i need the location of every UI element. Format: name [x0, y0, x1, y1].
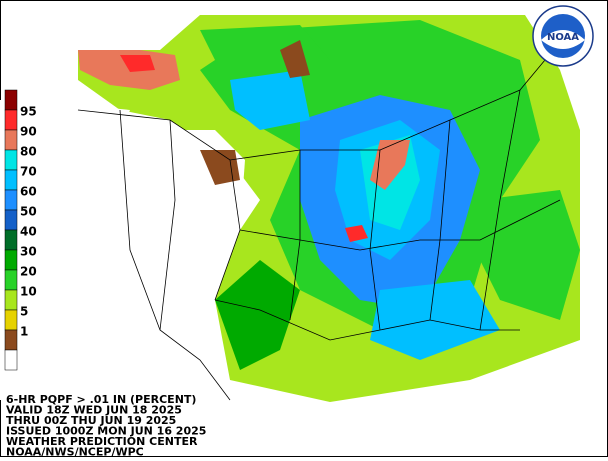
legend-label: 70 — [20, 165, 37, 179]
legend-swatch — [4, 229, 18, 251]
legend-swatch — [4, 89, 18, 111]
legend-label: 30 — [20, 245, 37, 259]
legend-label: 80 — [20, 145, 37, 159]
legend-label: 50 — [20, 205, 37, 219]
info-line: WEATHER PREDICTION CENTER — [6, 435, 198, 448]
legend-swatch — [4, 109, 18, 131]
legend-swatch — [4, 169, 18, 191]
info-line: VALID 18Z WED JUN 18 2025 — [6, 404, 182, 417]
legend-label: 5 — [20, 305, 28, 319]
boundaries — [77, 59, 561, 401]
legend-swatch — [4, 309, 18, 331]
info-block: 6-HR PQPF > .01 IN (PERCENT)VALID 18Z WE… — [6, 393, 206, 459]
precip-field — [0, 15, 580, 402]
legend-label: 20 — [20, 265, 37, 279]
legend: 95 90 80 70 60 50 40 30 20 10 5 1 — [4, 89, 37, 371]
legend-swatch — [4, 149, 18, 171]
info-line: ISSUED 1000Z MON JUN 16 2025 — [6, 425, 206, 438]
info-line: THRU 00Z THU JUN 19 2025 — [6, 414, 176, 427]
legend-swatch — [4, 209, 18, 231]
legend-swatch — [4, 349, 18, 371]
legend-swatch — [4, 249, 18, 271]
legend-swatch — [4, 289, 18, 311]
legend-label: 95 — [20, 105, 37, 119]
legend-label: 10 — [20, 285, 37, 299]
legend-label: 90 — [20, 125, 37, 139]
legend-swatch — [4, 129, 18, 151]
legend-swatch — [4, 269, 18, 291]
logo-text: NOAA — [547, 32, 579, 43]
legend-swatch — [4, 189, 18, 211]
legend-label: 40 — [20, 225, 37, 239]
noaa-logo: NOAA — [532, 5, 594, 67]
legend-label: 1 — [20, 325, 28, 339]
legend-label: 60 — [20, 185, 37, 199]
legend-swatch — [4, 329, 18, 351]
info-line: NOAA/NWS/NCEP/WPC — [6, 446, 144, 458]
info-line: 6-HR PQPF > .01 IN (PERCENT) — [6, 393, 196, 406]
